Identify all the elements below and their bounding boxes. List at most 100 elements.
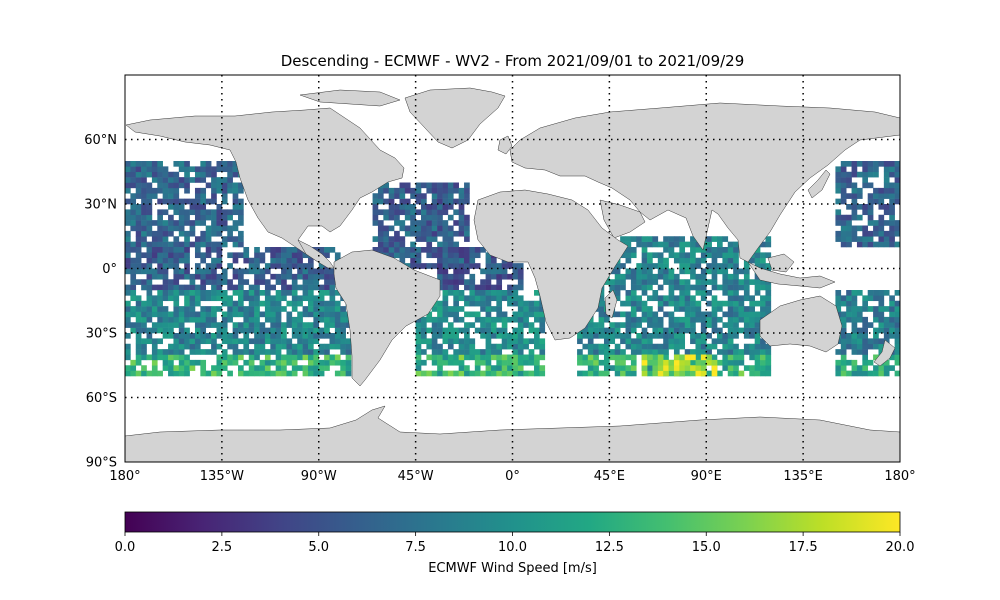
wind-cell	[749, 370, 755, 377]
wind-cell	[614, 295, 621, 302]
wind-cell	[168, 263, 174, 269]
wind-cell	[324, 284, 330, 291]
wind-cell	[426, 327, 433, 334]
wind-cell	[404, 247, 411, 253]
wind-cell	[227, 279, 233, 285]
wind-cell	[700, 338, 707, 345]
wind-cell	[189, 177, 196, 183]
wind-cell	[437, 182, 443, 189]
wind-cell	[248, 322, 255, 328]
wind-cell	[835, 300, 842, 307]
wind-cell	[474, 354, 481, 361]
wind-cell	[334, 252, 341, 259]
wind-cell	[442, 370, 449, 377]
wind-cell	[162, 182, 169, 189]
wind-cell	[146, 284, 153, 291]
wind-cell	[194, 236, 201, 242]
wind-cell	[614, 311, 621, 318]
wind-cell	[507, 338, 513, 345]
wind-cell	[695, 311, 702, 318]
wind-cell	[415, 257, 422, 264]
wind-cell	[254, 284, 260, 291]
wind-cell	[270, 300, 276, 307]
wind-cell	[469, 247, 476, 253]
wind-cell	[469, 295, 476, 302]
wind-cell	[264, 370, 271, 377]
wind-cell	[372, 204, 379, 210]
wind-cell	[641, 279, 648, 285]
wind-cell	[173, 273, 180, 280]
wind-cell	[254, 343, 260, 350]
wind-cell	[264, 338, 271, 345]
wind-cell	[227, 370, 233, 377]
wind-cell	[313, 365, 320, 371]
wind-cell	[302, 327, 309, 334]
wind-cell	[657, 295, 664, 302]
wind-cell	[404, 252, 411, 259]
wind-cell	[625, 365, 632, 371]
wind-cell	[840, 161, 847, 167]
wind-cell	[647, 316, 653, 323]
wind-cell	[334, 343, 341, 350]
wind-cell	[200, 370, 207, 377]
wind-cell	[426, 209, 433, 216]
wind-cell	[738, 284, 745, 291]
wind-cell	[668, 333, 675, 339]
wind-cell	[291, 279, 298, 285]
wind-cell	[431, 338, 438, 345]
wind-cell	[663, 257, 669, 264]
wind-cell	[421, 182, 427, 189]
wind-cell	[641, 263, 648, 269]
wind-cell	[754, 359, 761, 366]
wind-cell	[878, 187, 885, 194]
colorbar-label: ECMWF Wind Speed [m/s]	[428, 561, 597, 576]
longitude-label: 135°E	[783, 469, 823, 484]
wind-cell	[743, 273, 750, 280]
wind-cell	[157, 161, 163, 167]
wind-cell	[894, 370, 900, 377]
wind-cell	[135, 300, 142, 307]
wind-cell	[394, 247, 400, 253]
wind-cell	[760, 284, 766, 291]
wind-cell	[458, 263, 465, 269]
wind-cell	[760, 343, 766, 350]
wind-cell	[178, 161, 185, 167]
wind-cell	[404, 214, 411, 221]
wind-cell	[458, 290, 465, 296]
wind-cell	[867, 236, 874, 242]
wind-cell	[517, 354, 524, 361]
wind-cell	[162, 333, 169, 339]
wind-cell	[200, 161, 207, 167]
wind-cell	[760, 257, 766, 264]
wind-cell	[512, 300, 519, 307]
wind-cell	[534, 333, 540, 339]
wind-cell	[259, 311, 266, 318]
wind-cell	[749, 343, 755, 350]
wind-cell	[200, 316, 207, 323]
wind-cell	[840, 220, 847, 226]
wind-cell	[189, 198, 196, 205]
wind-cell	[641, 354, 648, 361]
wind-cell	[431, 370, 438, 377]
wind-cell	[334, 311, 341, 318]
wind-cell	[264, 268, 271, 275]
wind-cell	[700, 365, 707, 371]
wind-cell	[227, 182, 233, 189]
wind-cell	[743, 322, 750, 328]
wind-cell	[221, 193, 228, 199]
arctic-islands	[299, 89, 401, 107]
wind-cell	[232, 171, 239, 178]
wind-cell	[840, 316, 847, 323]
wind-cell	[125, 316, 131, 323]
wind-cell	[517, 273, 524, 280]
wind-cell	[851, 370, 858, 377]
wind-cell	[173, 193, 180, 199]
wind-cell	[539, 365, 546, 371]
wind-cell	[458, 187, 465, 194]
wind-cell	[216, 247, 223, 253]
wind-cell	[221, 268, 228, 275]
wind-cell	[603, 343, 610, 350]
wind-cell	[275, 263, 282, 269]
wind-cell	[334, 359, 341, 366]
wind-cell	[625, 236, 632, 242]
